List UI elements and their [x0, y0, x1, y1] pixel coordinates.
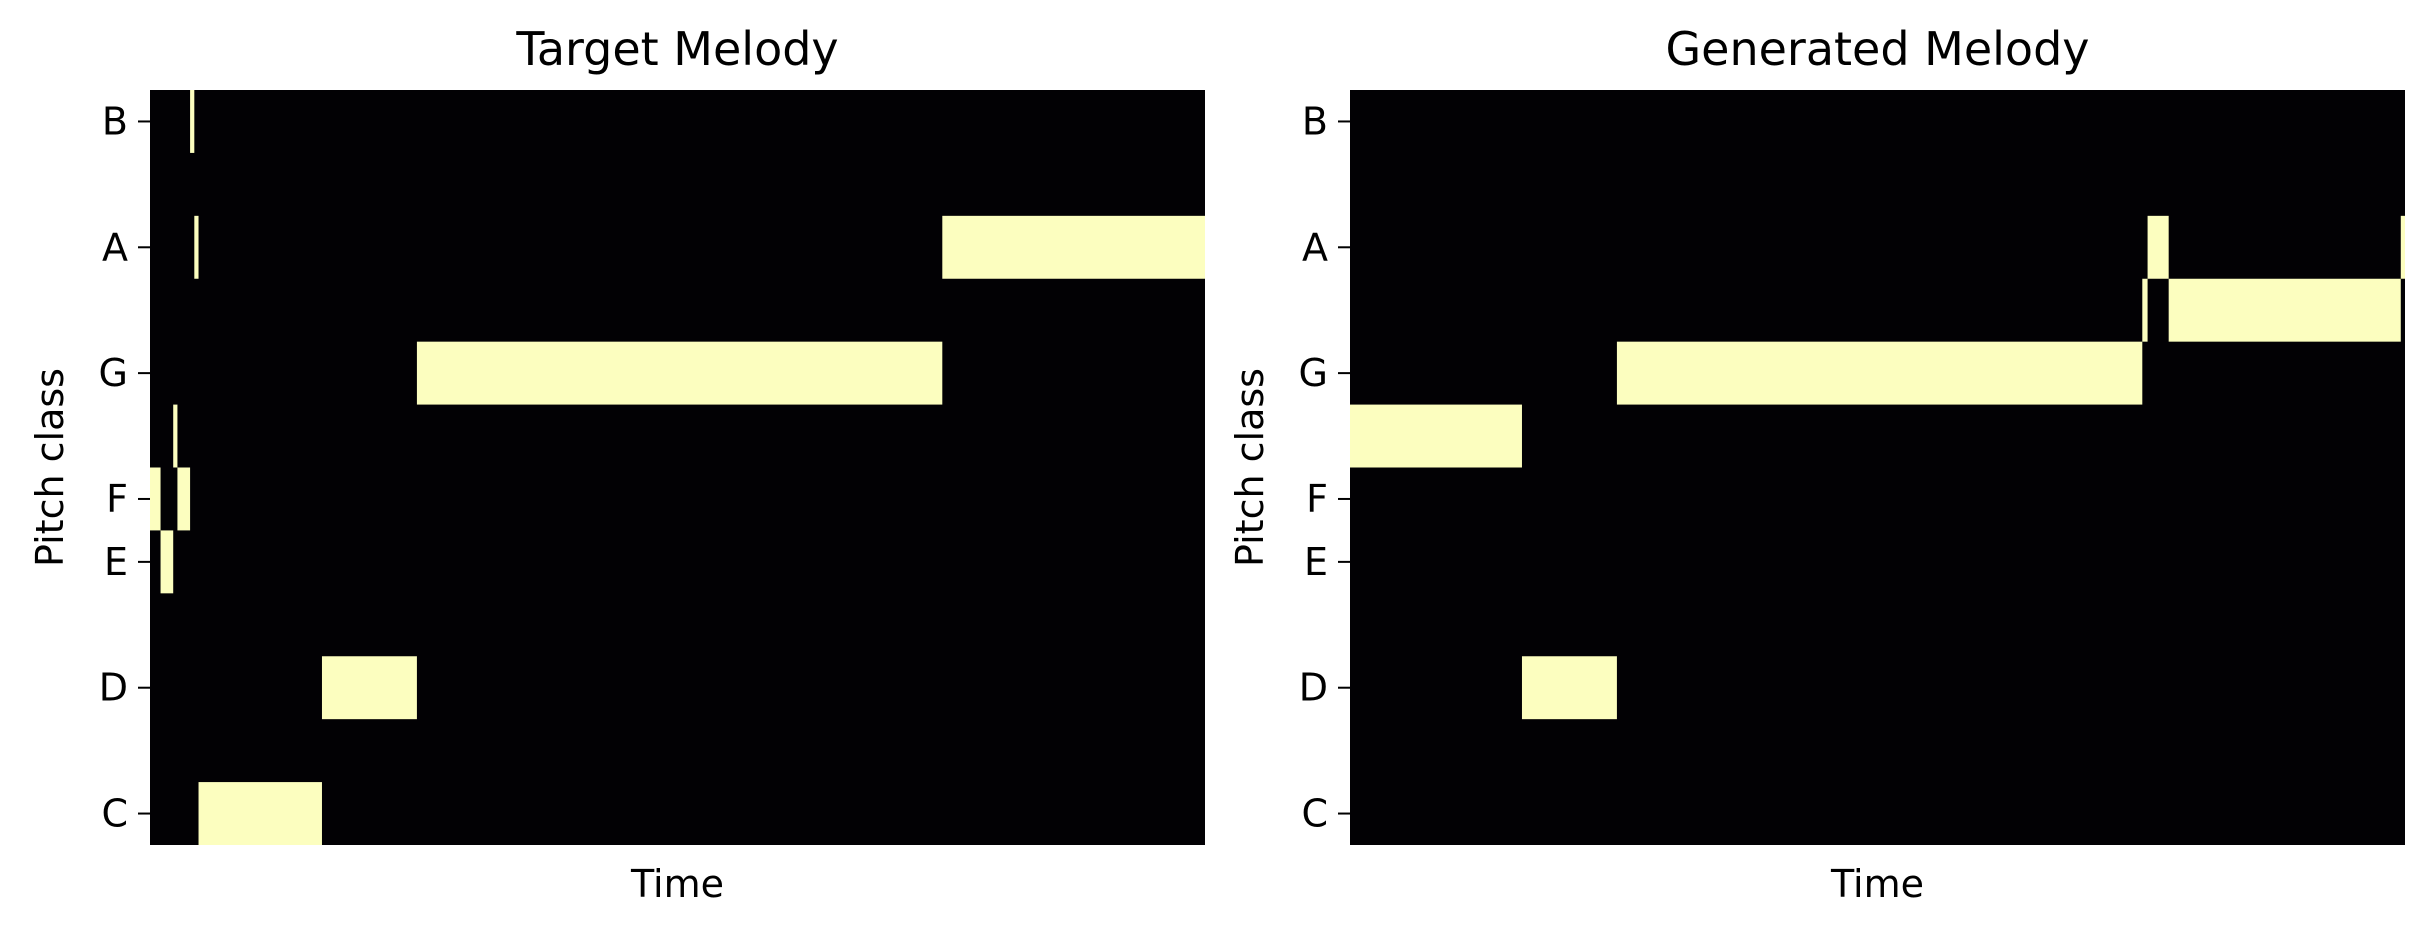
target-note-3	[177, 467, 191, 531]
target-ytick-label-D: D	[99, 666, 128, 710]
generated-ytick-label-G: G	[1299, 351, 1328, 395]
target-note-4	[190, 90, 195, 153]
target-y-axis-label: Pitch class	[28, 368, 72, 567]
target-panel: C D EF G A B Target Melody Time Pitch class	[28, 22, 1205, 906]
target-note-2	[173, 404, 178, 468]
generated-note-3	[2142, 278, 2148, 342]
generated-y-axis-label: Pitch class	[1228, 368, 1272, 567]
generated-note-4	[2147, 215, 2169, 279]
target-chart-title: Target Melody	[515, 22, 838, 76]
target-note-1	[160, 530, 174, 594]
target-note-5	[194, 215, 199, 279]
generated-note-2	[1616, 341, 2143, 405]
generated-ytick-label-A: A	[1302, 225, 1328, 269]
generated-panel: C D EF G A B Generated Melody Time Pitch class	[1228, 22, 2405, 906]
target-ytick-label-F: F	[106, 477, 128, 521]
target-ytick-label-B: B	[102, 99, 128, 143]
generated-ytick-label-E: E	[1304, 540, 1328, 584]
target-ytick-label-C: C	[101, 792, 128, 836]
target-x-axis-label: Time	[630, 862, 724, 906]
generated-note-0	[1350, 404, 1522, 468]
target-ytick-label-A: A	[102, 225, 128, 269]
generated-note-6	[2400, 215, 2405, 279]
target-note-7	[321, 656, 417, 720]
generated-ytick-label-B: B	[1302, 99, 1328, 143]
generated-chart-title: Generated Melody	[1666, 22, 2090, 76]
generated-ytick-label-F: F	[1306, 477, 1328, 521]
target-plot-area	[150, 90, 1205, 845]
generated-note-5	[2168, 278, 2401, 342]
generated-note-1	[1521, 656, 1617, 720]
generated-ytick-label-D: D	[1299, 666, 1328, 710]
generated-ytick-label-C: C	[1301, 792, 1328, 836]
target-note-0	[150, 467, 161, 531]
target-ytick-label-E: E	[104, 540, 128, 584]
target-ytick-label-G: G	[99, 351, 128, 395]
target-note-6	[198, 782, 322, 845]
target-note-8	[416, 341, 943, 405]
generated-x-axis-label: Time	[1830, 862, 1924, 906]
target-note-9	[942, 215, 1205, 279]
